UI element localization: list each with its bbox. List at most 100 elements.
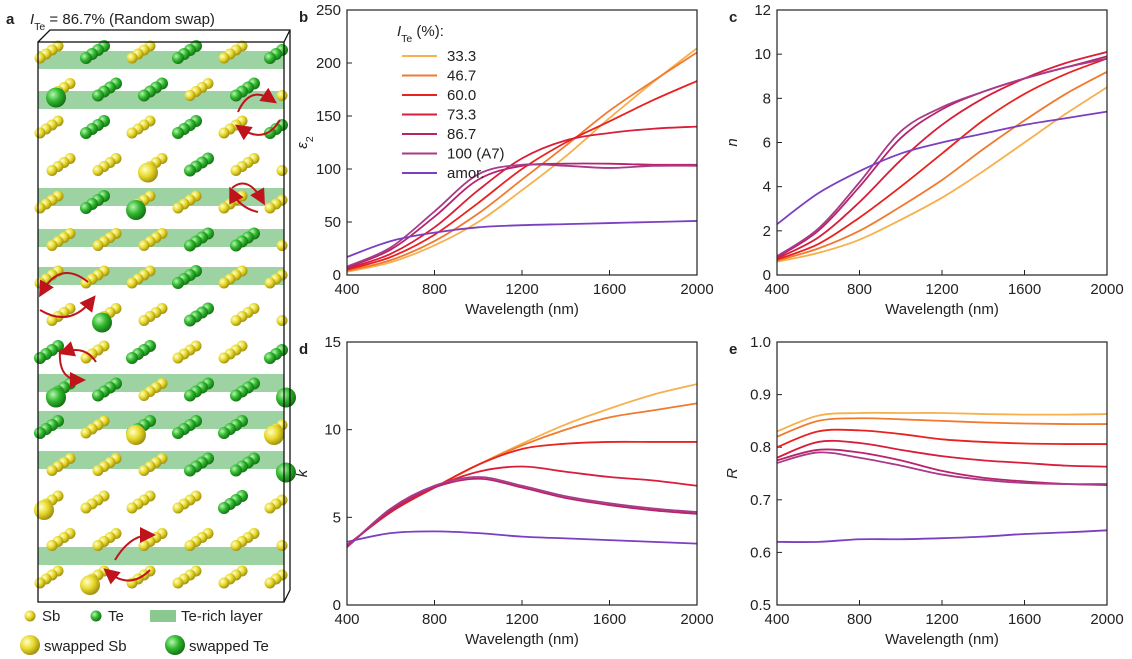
sb-atom xyxy=(172,577,184,589)
te-atom xyxy=(80,52,92,64)
y-tick-label: 250 xyxy=(316,2,341,19)
panel-title-part: Te xyxy=(34,21,45,33)
series-line xyxy=(776,448,1108,486)
y-tick-label: 4 xyxy=(763,179,771,196)
te-atom xyxy=(172,427,184,439)
te-atom xyxy=(172,127,184,139)
sb-atom xyxy=(264,577,276,589)
y-tick-label: 1.0 xyxy=(750,334,771,351)
te-atom xyxy=(80,202,92,214)
y-tick-label: 0.8 xyxy=(750,439,771,456)
sb-atom xyxy=(218,52,230,64)
legend-text: Te-rich layer xyxy=(181,608,263,625)
te-atom xyxy=(230,239,242,252)
series-line xyxy=(776,71,1108,262)
y-axis-label-part: R xyxy=(724,468,741,479)
y-axis-label: n xyxy=(724,138,741,146)
sb-atom xyxy=(218,202,230,214)
y-tick-label: 10 xyxy=(324,422,341,439)
sb-atom xyxy=(138,315,150,326)
te-atom xyxy=(264,352,276,364)
x-tick-label: 1600 xyxy=(1008,611,1041,628)
sb-atom xyxy=(172,502,184,514)
x-tick-label: 1600 xyxy=(1008,281,1041,298)
sb-atom xyxy=(80,427,92,439)
swapped-atom xyxy=(46,387,66,408)
x-axis-label: Wavelength (nm) xyxy=(465,631,579,648)
y-axis-label-part: k xyxy=(294,468,311,477)
x-tick-label: 400 xyxy=(334,281,359,298)
sb-atom xyxy=(138,465,150,476)
sb-atom xyxy=(34,202,46,214)
te-atom xyxy=(184,464,196,477)
te-atom xyxy=(92,89,104,102)
plot-frame xyxy=(776,341,1108,606)
sb-atom xyxy=(264,502,276,514)
series-line xyxy=(346,80,698,271)
panel-label: d xyxy=(299,341,308,358)
swapped-atom xyxy=(34,500,54,520)
y-tick-label: 0.9 xyxy=(750,387,771,404)
te-rich-band xyxy=(38,51,284,69)
swapped-atom xyxy=(92,312,112,333)
swapped-atom xyxy=(46,87,66,108)
series-line xyxy=(346,402,698,547)
te-atom xyxy=(138,89,150,102)
series-line xyxy=(346,162,698,269)
swap-arrow xyxy=(235,119,281,141)
series-line xyxy=(776,451,1108,485)
sb-atom xyxy=(276,240,288,251)
series-line xyxy=(346,383,698,547)
sb-atom xyxy=(34,577,46,589)
te-atom xyxy=(172,52,184,64)
y-tick-label: 2 xyxy=(763,223,771,240)
legend-label: amor. xyxy=(447,165,485,182)
sb-atom xyxy=(276,540,288,551)
sb-atom xyxy=(184,90,196,101)
sb-atom xyxy=(92,540,104,551)
legend-text: Sb xyxy=(42,608,60,625)
y-tick-label: 8 xyxy=(763,90,771,107)
x-tick-label: 1600 xyxy=(593,611,626,628)
swap-arrow xyxy=(229,186,259,213)
swapped-atom xyxy=(276,462,296,483)
series-line xyxy=(346,440,697,547)
te-atom xyxy=(184,164,196,177)
y-tick-label: 0 xyxy=(333,597,341,614)
series-line xyxy=(776,55,1108,259)
te-atom xyxy=(230,389,242,402)
sb-atom xyxy=(138,390,150,401)
sb-atom xyxy=(138,240,150,251)
sb-atom xyxy=(230,315,242,326)
sb-atom xyxy=(172,352,184,364)
series-line xyxy=(346,125,698,270)
legend-text: swapped Sb xyxy=(44,638,127,655)
legend-te xyxy=(90,610,102,622)
series-line xyxy=(346,51,698,272)
swapped-atom xyxy=(126,425,146,445)
series-line xyxy=(776,51,1108,260)
swapped-atom xyxy=(276,387,296,408)
legend-band xyxy=(150,610,176,622)
sb-atom xyxy=(46,465,58,476)
sb-atom xyxy=(218,127,230,139)
y-tick-label: 0.7 xyxy=(750,492,771,509)
cell-front xyxy=(37,41,285,603)
swap-arrow xyxy=(231,182,265,206)
te-atom xyxy=(218,427,230,439)
y-tick-label: 10 xyxy=(754,46,771,63)
plot-frame xyxy=(346,341,698,606)
legend-swapped-sb xyxy=(20,635,40,655)
te-atom xyxy=(230,464,242,477)
y-tick-label: 200 xyxy=(316,55,341,72)
y-tick-label: 15 xyxy=(324,334,341,351)
series-line xyxy=(776,86,1108,263)
series-line xyxy=(776,57,1108,257)
sb-atom xyxy=(126,127,138,139)
sb-atom xyxy=(230,540,242,551)
legend-title-part: I xyxy=(397,23,401,40)
series-line xyxy=(776,411,1108,433)
legend-label: 46.7 xyxy=(447,68,476,85)
y-tick-label: 0 xyxy=(333,267,341,284)
